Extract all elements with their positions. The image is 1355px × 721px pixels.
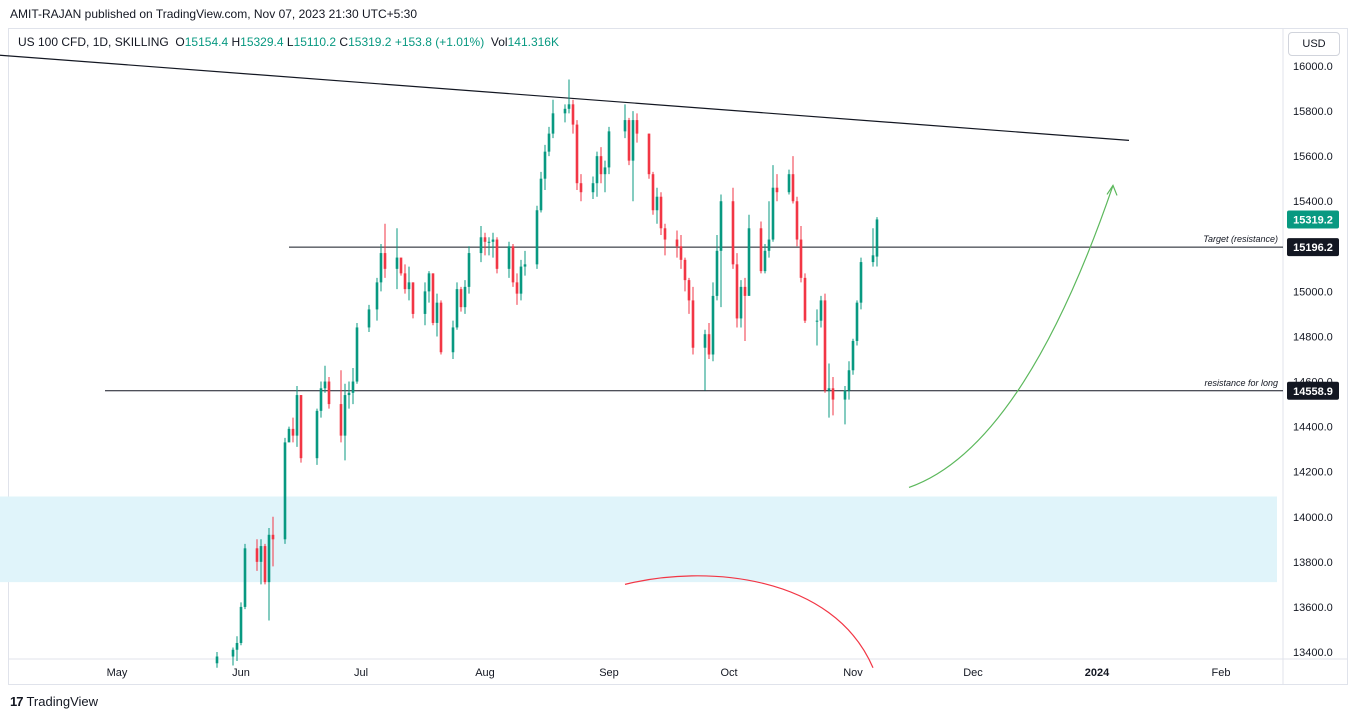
chart-frame (8, 28, 1348, 685)
legend-change: +153.8 (+1.01%) (394, 35, 485, 49)
currency-button[interactable]: USD (1288, 32, 1340, 56)
tradingview-logo-icon: 17 (10, 694, 24, 709)
legend-close: 15319.2 (348, 35, 392, 49)
legend-high-label: H (231, 35, 241, 49)
chart-legend: US 100 CFD, 1D, SKILLING O15154.4 H15329… (18, 35, 559, 49)
legend-volume: 141.316K (507, 35, 559, 49)
legend-low-label: L (286, 35, 294, 49)
legend-low: 15110.2 (293, 35, 337, 49)
legend-high: 15329.4 (240, 35, 284, 49)
legend-close-label: C (339, 35, 349, 49)
legend-volume-label: Vol (490, 35, 508, 49)
legend-open-label: O (175, 35, 185, 49)
footer-brand-label: TradingView (26, 694, 99, 709)
legend-open: 15154.4 (184, 35, 229, 49)
legend-symbol: US 100 CFD, 1D, SKILLING (18, 35, 169, 49)
publisher-line: AMIT-RAJAN published on TradingView.com,… (10, 7, 417, 21)
footer-brand[interactable]: 17 TradingView (10, 694, 98, 709)
